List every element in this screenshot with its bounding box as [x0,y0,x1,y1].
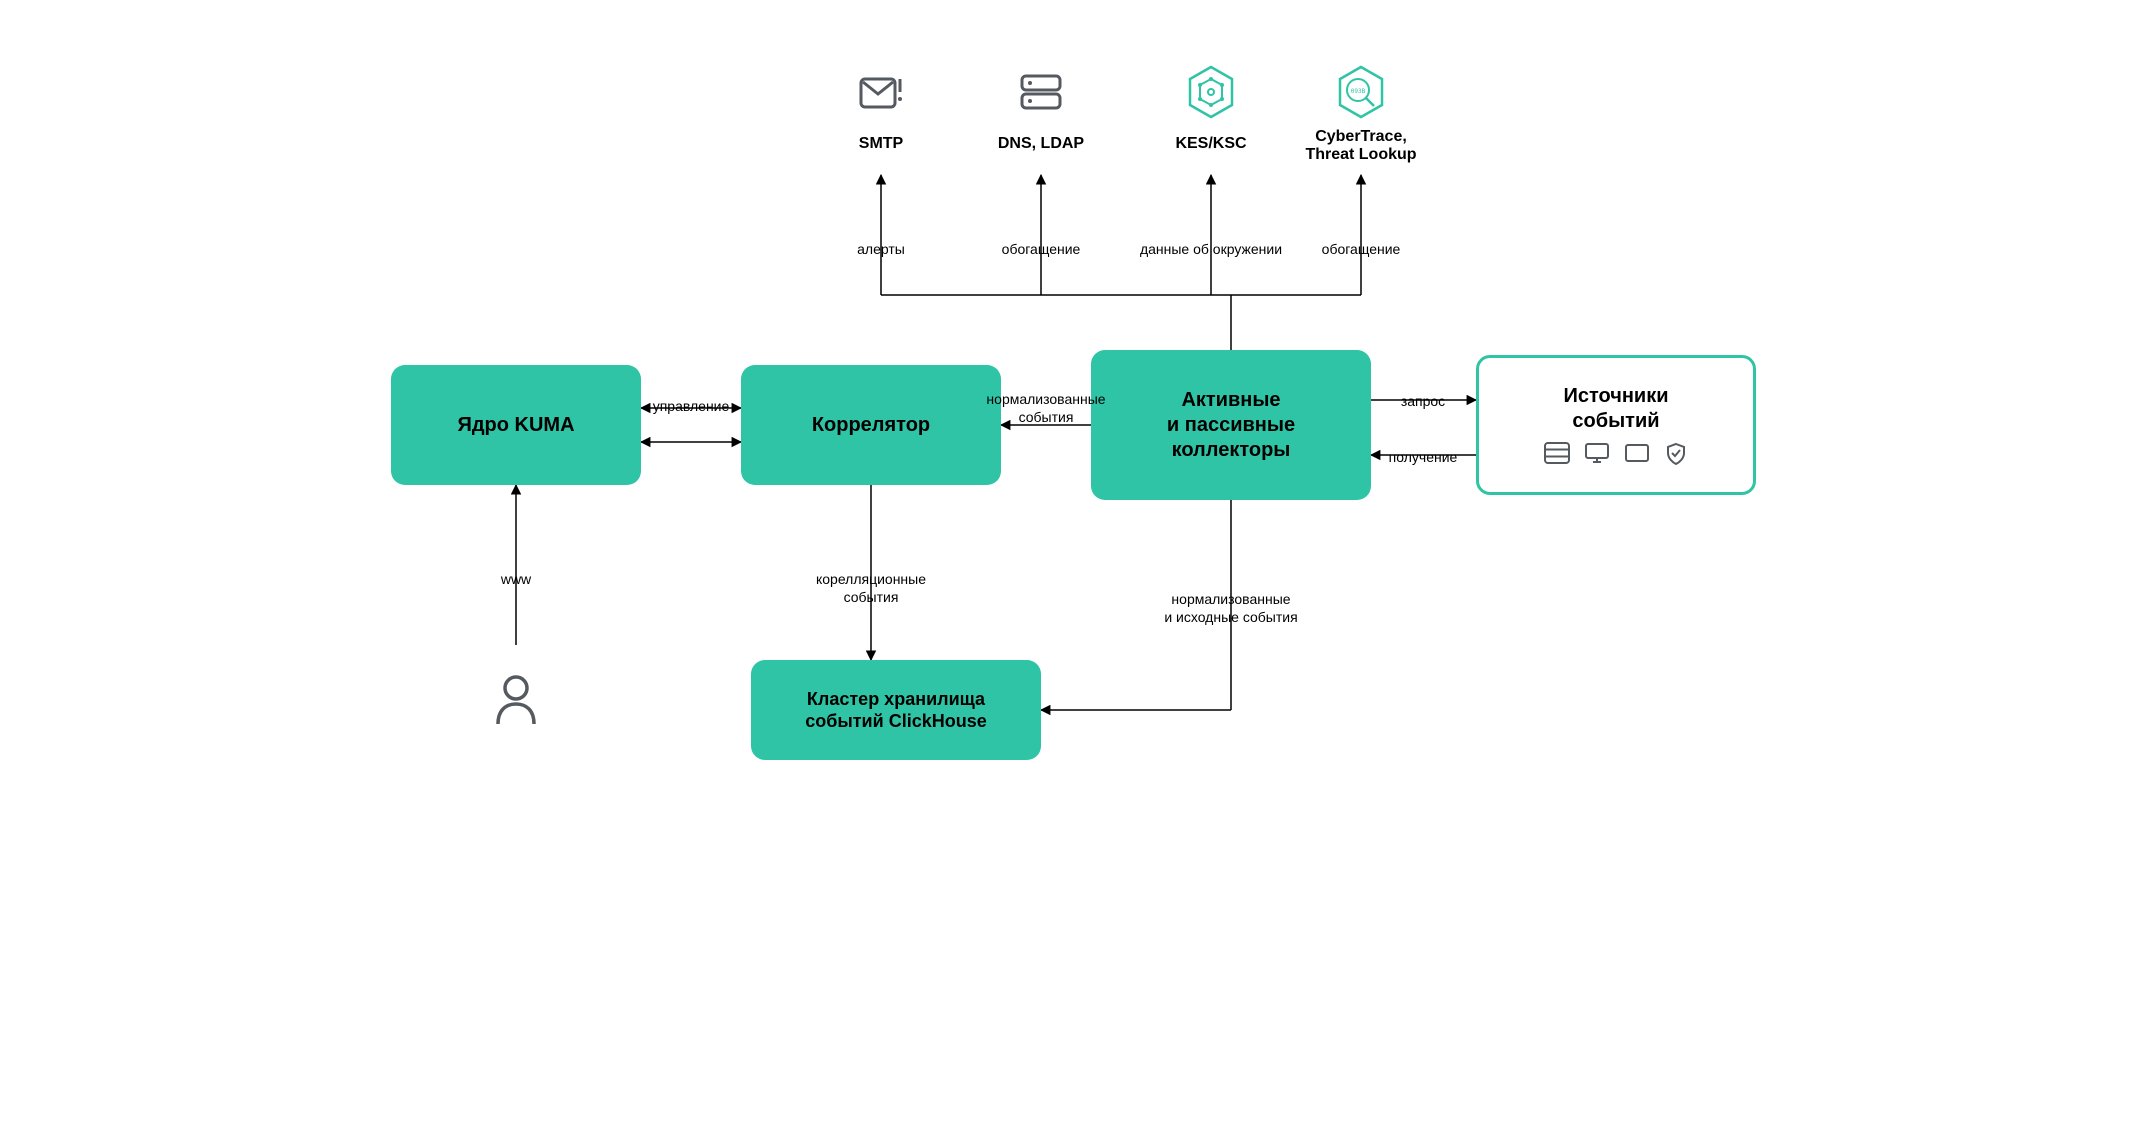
smtp-icon [856,65,906,119]
dns-label: DNS, LDAP [961,135,1121,153]
edge-www-label: www [476,570,556,588]
correlator-label: Коррелятор [812,413,930,438]
collectors-label: Активные и пассивные коллекторы [1167,388,1295,463]
correlator-node: Коррелятор [741,365,1001,485]
sources-node: Источники событий [1476,355,1756,495]
edge-enrich1-label: обогащение [981,240,1101,258]
kes-label: KES/KSC [1131,135,1291,153]
svg-text:093B: 093B [1351,88,1366,95]
edge-normevents-label: нормализованные события [966,390,1126,426]
edge-alerts-label: алерты [831,240,931,258]
desktop-icon [1584,442,1610,464]
server-stack-icon [1544,442,1570,464]
edge-receive-label: получение [1373,448,1473,466]
shield-icon [1664,442,1688,466]
edge-normsrc-label: нормализованные и исходные события [1131,590,1331,626]
edge-request-label: запрос [1373,392,1473,410]
edge-envdata-label: данные об окружении [1121,240,1301,258]
architecture-diagram: Ядро KUMA Коррелятор Активные и пассивны… [321,0,1821,800]
cybertrace-icon: 093B [1336,65,1386,119]
edge-correvents-label: корелляционные события [781,570,961,606]
window-icon [1624,442,1650,464]
dns-icon [1016,65,1066,119]
core-node: Ядро KUMA [391,365,641,485]
collectors-node: Активные и пассивные коллекторы [1091,350,1371,500]
user-icon [492,674,540,726]
cyber-label: CyberTrace, Threat Lookup [1281,128,1441,164]
sources-mini-icons [1544,442,1688,466]
sources-label: Источники событий [1563,384,1668,434]
edge-manage-label: управление [631,397,751,415]
edge-enrich2-label: обогащение [1301,240,1421,258]
storage-node: Кластер хранилища событий ClickHouse [751,660,1041,760]
core-label: Ядро KUMA [457,413,574,438]
smtp-label: SMTP [801,135,961,153]
kes-icon [1186,65,1236,119]
storage-label: Кластер хранилища событий ClickHouse [805,688,986,733]
